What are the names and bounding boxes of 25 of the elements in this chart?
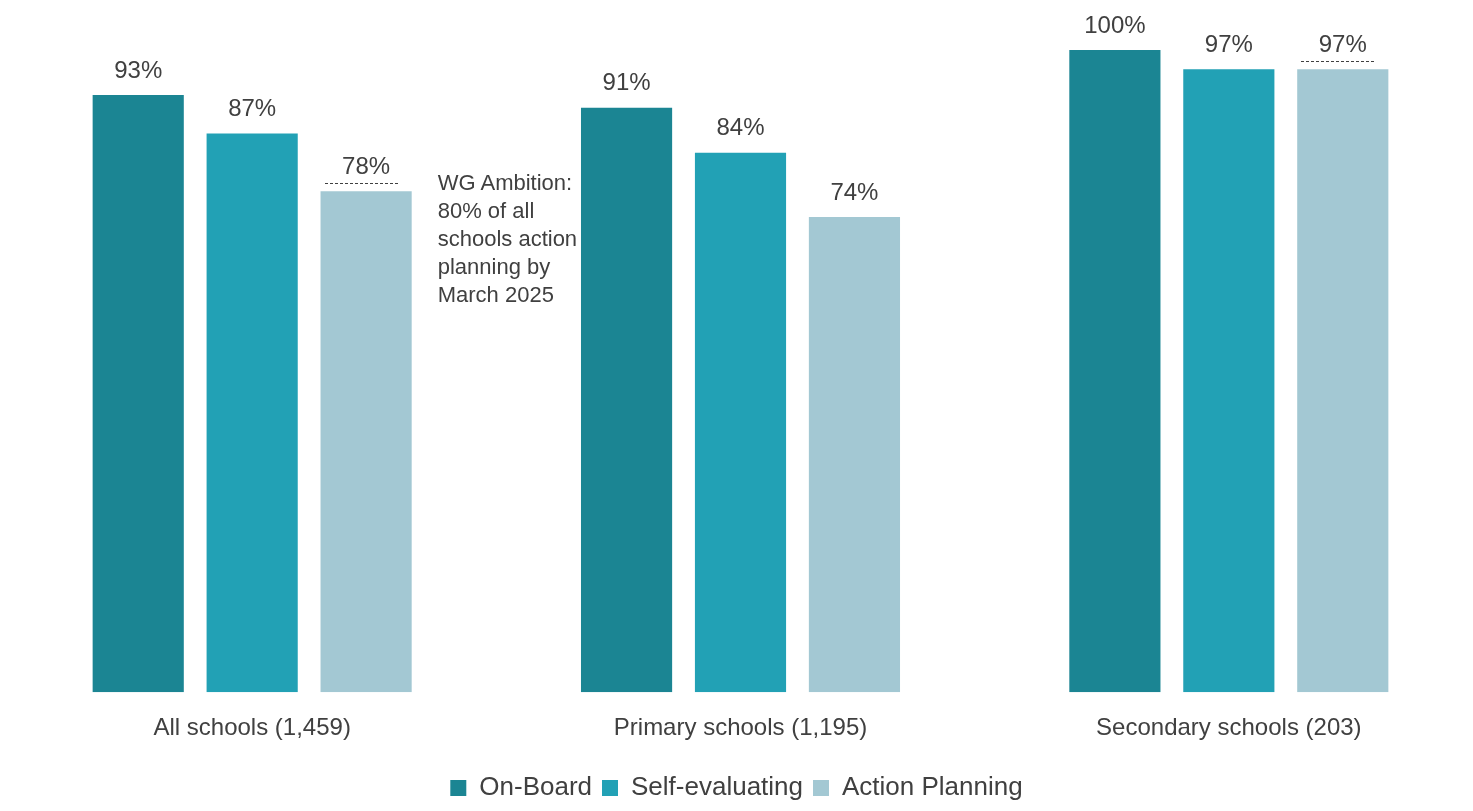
bar [1183, 69, 1275, 693]
data-label: 100% [1084, 10, 1146, 38]
bar [206, 133, 298, 693]
legend-label: Self-evaluating [631, 771, 804, 802]
data-label: 84% [716, 113, 765, 141]
x-tick-label: Primary schools (1,195) [613, 713, 868, 741]
legend-label: Action Planning [842, 771, 1023, 802]
bar [1297, 69, 1389, 693]
annotation: WG Ambition: 80% of all schools action planning by March 2025 [437, 169, 579, 310]
data-label: 97% [1318, 29, 1367, 57]
bar [580, 107, 673, 693]
x-tick-label: All schools (1,459) [153, 713, 351, 741]
bar [1069, 50, 1161, 693]
bar [694, 152, 787, 693]
bar [92, 94, 184, 693]
data-label: 93% [114, 55, 163, 83]
bar [808, 216, 901, 693]
data-label: 74% [830, 177, 879, 205]
bar [320, 191, 412, 693]
x-tick-label: Secondary schools (203) [1096, 713, 1362, 741]
data-label: 78% [342, 151, 391, 179]
data-label: 91% [602, 68, 651, 96]
legend-label: On-Board [479, 771, 593, 802]
data-label: 97% [1204, 29, 1253, 57]
data-label: 87% [228, 94, 277, 122]
